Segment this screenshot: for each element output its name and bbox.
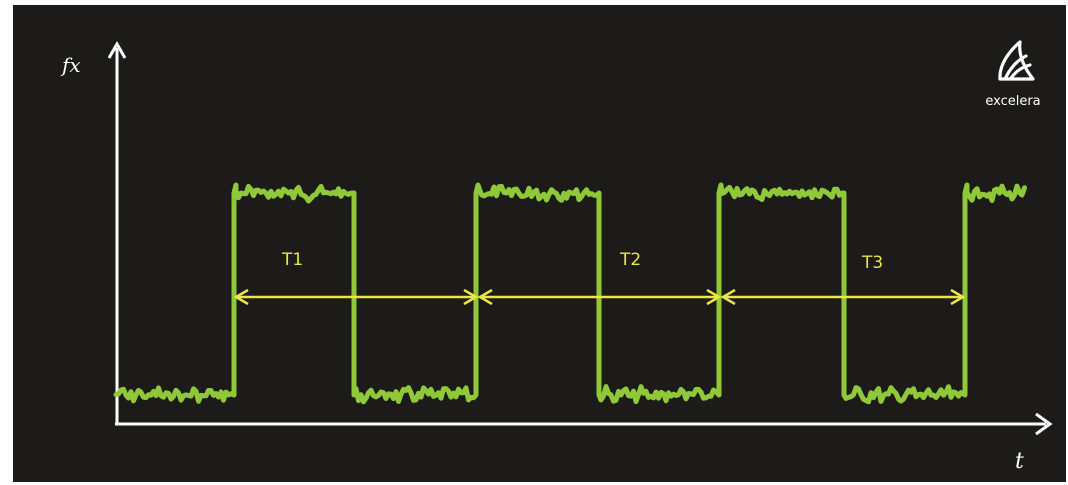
period-arrow-t2 xyxy=(477,288,722,306)
period-arrow-t3 xyxy=(720,288,966,306)
excelera-logo-icon xyxy=(998,40,1035,81)
period-label-t2: T2 xyxy=(619,250,641,270)
logo-text: excelera xyxy=(985,94,1040,109)
period-arrow-t1 xyxy=(233,288,479,306)
diagram-panel xyxy=(13,5,1066,482)
period-label-t3: T3 xyxy=(861,253,883,273)
axes xyxy=(107,40,1053,436)
x-axis-label: t xyxy=(1015,449,1024,474)
square-wave-signal xyxy=(113,182,1027,405)
y-axis-label: fx xyxy=(60,53,81,77)
period-label-t1: T1 xyxy=(281,250,303,270)
period-arrows xyxy=(233,288,966,306)
excelera-logo: excelera xyxy=(985,40,1041,109)
y-axis-arrowhead xyxy=(107,40,127,59)
x-axis-arrowhead xyxy=(1035,412,1053,436)
